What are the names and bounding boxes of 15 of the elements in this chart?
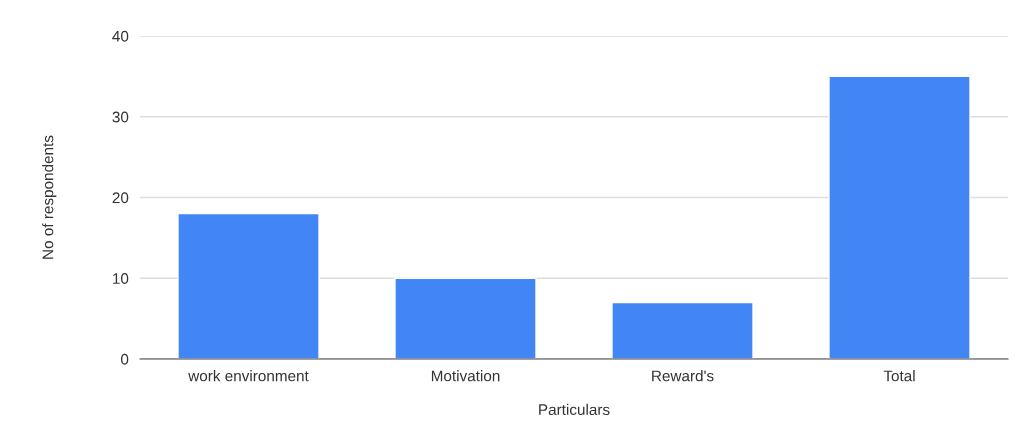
y-tick-label: 20 bbox=[112, 192, 129, 204]
x-tick-label: Motivation bbox=[431, 370, 500, 382]
bar bbox=[394, 277, 537, 359]
y-tick-label: 40 bbox=[112, 30, 129, 42]
bar bbox=[177, 212, 320, 359]
x-axis-title: Particulars bbox=[539, 403, 610, 416]
x-tick-label: Total bbox=[883, 370, 915, 382]
bar bbox=[611, 301, 754, 359]
bar bbox=[828, 75, 971, 359]
y-axis-title: No of respondents bbox=[42, 135, 57, 259]
y-tick-label: 0 bbox=[120, 353, 129, 365]
x-tick-label: Reward's bbox=[652, 370, 714, 382]
x-tick-label: work environment bbox=[188, 370, 309, 382]
y-tick-label: 10 bbox=[113, 273, 129, 284]
y-tick-label: 30 bbox=[112, 111, 129, 123]
